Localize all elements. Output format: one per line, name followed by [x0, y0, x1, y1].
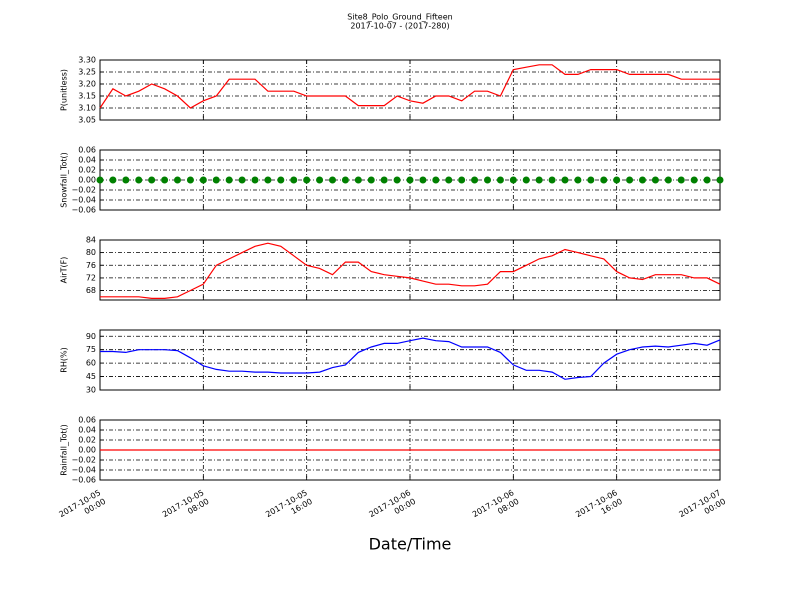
- data-point: [484, 176, 491, 184]
- data-point: [471, 176, 479, 184]
- x-axis-label: Date/Time: [369, 535, 452, 554]
- data-point: [600, 176, 608, 184]
- data-point: [561, 176, 569, 184]
- data-point: [186, 176, 194, 184]
- data-point: [238, 176, 246, 184]
- data-point: [522, 176, 530, 184]
- y-tick-label: 90: [86, 332, 96, 341]
- data-point: [109, 176, 117, 184]
- data-point: [703, 176, 711, 184]
- y-tick-label: 76: [86, 261, 96, 270]
- data-point: [199, 176, 207, 184]
- y-tick-label: −0.02: [71, 186, 96, 195]
- data-point: [174, 176, 181, 184]
- y-tick-label: 72: [86, 273, 96, 282]
- data-point: [458, 176, 466, 184]
- y-tick-label: −0.06: [71, 476, 96, 485]
- y-tick-label: 0.02: [78, 436, 96, 445]
- y-tick-label: −0.04: [71, 466, 96, 475]
- data-point: [432, 176, 440, 184]
- y-tick-label: −0.06: [71, 206, 96, 215]
- data-point: [380, 176, 388, 184]
- data-line: [99, 64, 720, 109]
- data-point: [716, 176, 724, 184]
- y-axis-label: RH(%): [60, 347, 69, 372]
- data-point: [135, 176, 143, 184]
- y-tick-label: −0.04: [71, 196, 96, 205]
- y-tick-label: 3.10: [78, 104, 96, 113]
- data-point: [626, 176, 634, 184]
- data-point: [393, 176, 401, 184]
- y-tick-label: 45: [86, 372, 96, 381]
- y-tick-label: 0.04: [78, 426, 96, 435]
- data-point: [122, 176, 130, 184]
- y-tick-label: 84: [86, 236, 96, 245]
- y-tick-label: 0.06: [78, 146, 96, 155]
- data-line: [100, 337, 721, 380]
- data-point: [548, 176, 556, 184]
- data-point: [367, 176, 375, 184]
- data-point: [303, 176, 311, 184]
- data-point: [264, 176, 272, 184]
- data-point: [613, 176, 621, 184]
- data-point: [509, 176, 517, 184]
- data-point: [651, 176, 659, 184]
- y-tick-label: 0.04: [78, 156, 96, 165]
- data-point: [574, 176, 582, 184]
- data-point: [96, 176, 104, 184]
- y-axis-label: AirT(F): [60, 257, 69, 284]
- data-point: [690, 176, 698, 184]
- y-tick-label: 3.05: [78, 116, 96, 125]
- data-point: [212, 176, 220, 184]
- data-point: [496, 176, 504, 184]
- data-point: [341, 176, 349, 184]
- data-point: [406, 176, 414, 184]
- data-point: [225, 176, 233, 184]
- y-tick-label: 60: [86, 359, 96, 368]
- chart-title: Site8_Polo_Ground_Fifteen: [347, 13, 452, 22]
- data-point: [445, 176, 453, 184]
- y-axis-label: Snowfall_Tot(): [60, 152, 69, 208]
- data-point: [354, 176, 362, 184]
- data-point: [419, 176, 427, 184]
- data-point: [277, 176, 285, 184]
- data-point: [664, 176, 672, 184]
- y-tick-label: 3.15: [78, 92, 96, 101]
- data-point: [677, 176, 685, 184]
- y-tick-label: 0.00: [78, 176, 96, 185]
- data-point: [587, 176, 595, 184]
- y-tick-label: 0.02: [78, 166, 96, 175]
- y-tick-label: 75: [86, 345, 96, 354]
- y-tick-label: −0.02: [71, 456, 96, 465]
- data-point: [535, 176, 543, 184]
- y-tick-label: 0.06: [78, 416, 96, 425]
- data-point: [639, 176, 646, 184]
- data-point: [316, 176, 324, 184]
- data-point: [329, 176, 336, 184]
- y-tick-label: 3.25: [78, 68, 96, 77]
- y-tick-label: 3.30: [78, 56, 96, 65]
- y-tick-label: 3.20: [78, 80, 96, 89]
- data-point: [251, 176, 259, 184]
- data-point: [290, 176, 298, 184]
- y-tick-label: 80: [86, 248, 96, 257]
- y-axis-label: P(unitless): [60, 69, 69, 111]
- data-point: [148, 176, 156, 184]
- data-line: [100, 242, 721, 299]
- y-axis-label: Rainfall_Tot(): [60, 424, 69, 476]
- y-tick-label: 0.00: [78, 446, 96, 455]
- y-tick-label: 30: [86, 386, 96, 395]
- data-point: [161, 176, 169, 184]
- y-tick-label: 68: [86, 286, 96, 295]
- chart-subtitle: 2017-10-07 - (2017-280): [350, 22, 449, 31]
